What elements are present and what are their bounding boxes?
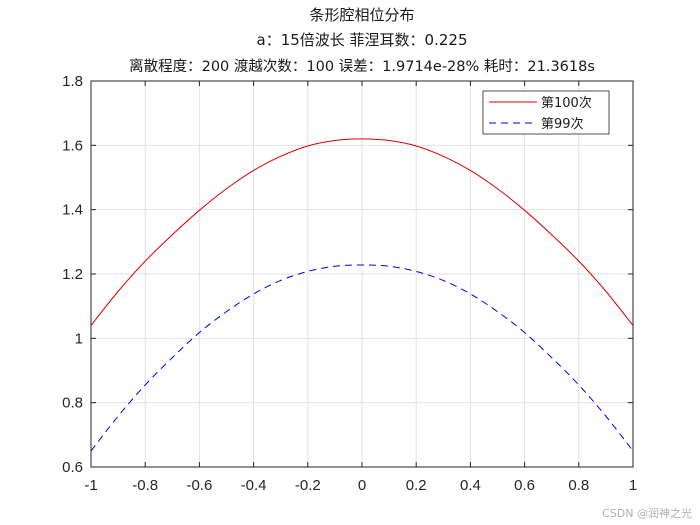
y-tick-label: 1.8 bbox=[62, 73, 83, 90]
series-line-2 bbox=[90, 264, 634, 452]
legend-label-series-2: 第99次 bbox=[541, 116, 584, 132]
y-tick-label: 0.8 bbox=[62, 395, 83, 412]
x-tick-label: 1 bbox=[629, 477, 637, 494]
series-line-1 bbox=[90, 138, 634, 326]
y-tick-label: 0.6 bbox=[62, 459, 83, 476]
x-tick-label: 0.4 bbox=[460, 477, 481, 494]
series-layer bbox=[90, 138, 634, 452]
x-tick-label: -1 bbox=[84, 477, 97, 494]
x-tick-label: 0.8 bbox=[568, 477, 589, 494]
ticks bbox=[90, 80, 634, 468]
y-tick-label: 1 bbox=[75, 330, 83, 347]
y-tick-label: 1.6 bbox=[62, 137, 83, 154]
x-tick-label: 0 bbox=[358, 477, 366, 494]
x-tick-label: -0.2 bbox=[295, 477, 321, 494]
chart-title: 条形腔相位分布 bbox=[309, 6, 414, 24]
x-tick-label: -0.8 bbox=[132, 477, 158, 494]
chart-parameters: 离散程度：200 渡越次数：100 误差：1.9714e-28% 耗时：21.3… bbox=[129, 58, 595, 75]
chart-subtitle: a：15倍波长 菲涅耳数：0.225 bbox=[257, 31, 468, 49]
y-tick-label: 1.4 bbox=[62, 202, 83, 219]
legend-box bbox=[482, 90, 610, 135]
y-tick-labels: 0.6 0.8 1 1.2 1.4 1.6 1.8 bbox=[62, 73, 83, 476]
x-tick-label: 0.6 bbox=[514, 477, 535, 494]
x-tick-label: 0.2 bbox=[406, 477, 427, 494]
watermark: CSDN @润神之光 bbox=[602, 506, 692, 520]
legend-label-series-1: 第100次 bbox=[541, 95, 592, 111]
legend: 第100次 第99次 bbox=[482, 90, 610, 135]
y-tick-label: 1.2 bbox=[62, 266, 83, 283]
x-tick-labels: -1 -0.8 -0.6 -0.4 -0.2 0 0.2 0.4 0.6 0.8 1 bbox=[84, 477, 637, 494]
x-tick-label: -0.6 bbox=[186, 477, 212, 494]
x-tick-label: -0.4 bbox=[241, 477, 267, 494]
